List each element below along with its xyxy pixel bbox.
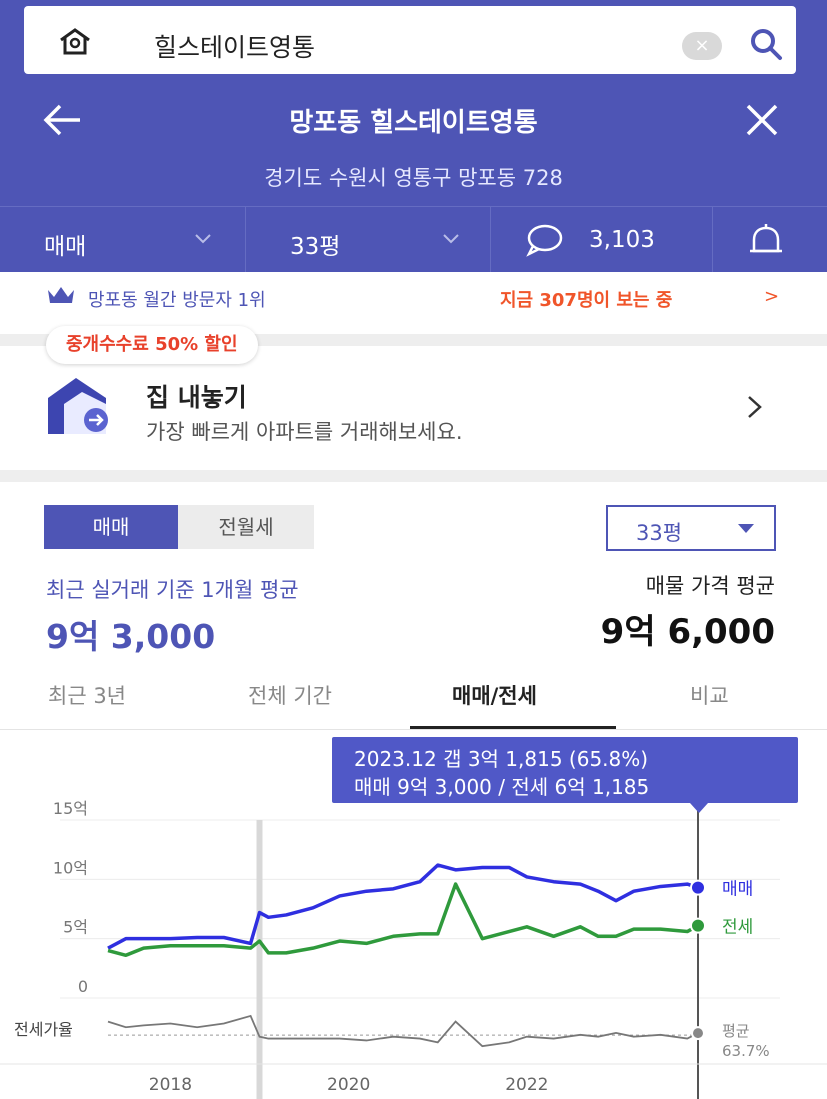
rank-bar: 망포동 월간 방문자 1위 지금 307명이 보는 중 > [0, 272, 827, 334]
series-line-1 [107, 882, 699, 958]
clear-icon[interactable]: × [682, 32, 722, 60]
recent-trade-label: 최근 실거래 기준 1개월 평균 [46, 578, 299, 602]
search-input[interactable]: 힐스테이트영통 [154, 33, 316, 62]
y-tick-label: 10억 [53, 858, 88, 877]
y-tick-label: 0 [78, 977, 88, 996]
ratio-avg-label: 평균 [722, 1022, 750, 1040]
sell-home-card[interactable]: 집 내놓기 가장 빠르게 아파트를 거래해보세요. [0, 346, 827, 470]
ratio-avg-value: 63.7% [722, 1042, 770, 1060]
series-label: 전세 [722, 918, 753, 938]
size-dropdown-value: 33평 [636, 521, 683, 545]
home-logo-icon [60, 28, 90, 55]
caret-down-icon [738, 524, 754, 533]
period-marker [256, 820, 263, 1099]
comment-count: 3,103 [589, 227, 655, 253]
size-dropdown[interactable]: 33평 [606, 505, 776, 551]
back-arrow-icon[interactable] [42, 100, 84, 140]
trade-type-select[interactable]: 매매 [0, 207, 246, 273]
page-title: 망포동 힐스테이트영통 [289, 108, 538, 138]
header: 힐스테이트영통 × 망포동 힐스테이트영통 경기도 수원시 영통구 망포동 72… [0, 0, 827, 273]
address: 경기도 수원시 영통구 망포동 728 [264, 166, 563, 190]
close-icon[interactable] [742, 100, 782, 140]
tab-all-period[interactable]: 전체 기간 [248, 684, 332, 708]
ratio-endpoint [691, 1026, 705, 1041]
chevron-right-icon[interactable]: > [764, 286, 780, 307]
tooltip-prices: 매매 9억 3,000 / 전세 6억 1,185 [354, 775, 650, 799]
series-endpoint-1 [690, 917, 706, 934]
search-box[interactable]: 힐스테이트영통 × [24, 6, 796, 74]
x-tick-label: 2022 [505, 1075, 548, 1095]
x-tick-label: 2018 [149, 1075, 192, 1095]
ratio-line [107, 1014, 699, 1048]
commission-discount-badge: 중개수수료 50% 할인 [46, 326, 258, 364]
tab-sale-jeonse[interactable]: 매매/전세 [452, 684, 537, 708]
comments-button[interactable]: 3,103 [491, 207, 713, 273]
series-line-0 [107, 863, 699, 950]
recent-trade-value: 9억 3,000 [46, 617, 216, 656]
sell-home-subtitle: 가장 빠르게 아파트를 거래해보세요. [146, 420, 463, 444]
size-filter-label: 33평 [290, 234, 341, 260]
listing-price-value: 9억 6,000 [600, 612, 775, 652]
divider [0, 470, 827, 482]
period-tabs: 최근 3년 전체 기간 매매/전세 비교 [0, 670, 827, 730]
active-tab-indicator [410, 726, 616, 729]
chevron-down-icon [443, 234, 459, 244]
tooltip-pointer [690, 803, 708, 813]
filter-bar: 매매 33평 3,103 [0, 206, 827, 273]
bell-icon [750, 224, 782, 253]
speech-bubble-icon [526, 224, 563, 257]
viewer-count-link[interactable]: 지금 307명이 보는 중 [500, 290, 673, 311]
y-tick-label: 5억 [63, 918, 88, 937]
house-arrow-icon [48, 378, 108, 434]
search-icon[interactable] [746, 24, 786, 64]
chevron-down-icon [195, 234, 211, 244]
tab-compare[interactable]: 비교 [690, 684, 729, 708]
ratio-label: 전세가율 [14, 1020, 73, 1039]
trade-type-label: 매매 [44, 234, 87, 260]
toggle-rent[interactable]: 전월세 [218, 515, 274, 539]
chevron-right-icon [748, 396, 762, 418]
tooltip-gap: 2023.12 갭 3억 1,815 (65.8%) [354, 747, 649, 771]
tab-recent-3y[interactable]: 최근 3년 [48, 684, 126, 708]
toggle-sale[interactable]: 매매 [44, 505, 178, 549]
rank-text: 망포동 월간 방문자 1위 [88, 290, 266, 311]
notification-button[interactable] [713, 207, 827, 273]
crown-icon [48, 287, 74, 303]
chart-tooltip: 2023.12 갭 3억 1,815 (65.8%) 매매 9억 3,000 /… [332, 737, 798, 803]
listing-price-label: 매물 가격 평균 [645, 574, 775, 598]
sell-home-title: 집 내놓기 [146, 383, 247, 412]
x-tick-label: 2020 [327, 1075, 370, 1095]
series-label: 매매 [722, 880, 753, 900]
trade-toggle: 매매 전월세 [44, 505, 314, 549]
y-tick-label: 15억 [53, 799, 88, 818]
series-endpoint-0 [690, 879, 706, 896]
size-filter-select[interactable]: 33평 [246, 207, 491, 273]
